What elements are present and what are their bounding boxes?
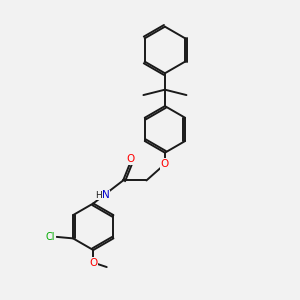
Text: O: O: [161, 159, 169, 169]
Text: Cl: Cl: [46, 232, 55, 242]
Text: O: O: [89, 258, 98, 268]
Text: N: N: [102, 190, 110, 200]
Text: H: H: [95, 191, 102, 200]
Text: O: O: [127, 154, 135, 164]
